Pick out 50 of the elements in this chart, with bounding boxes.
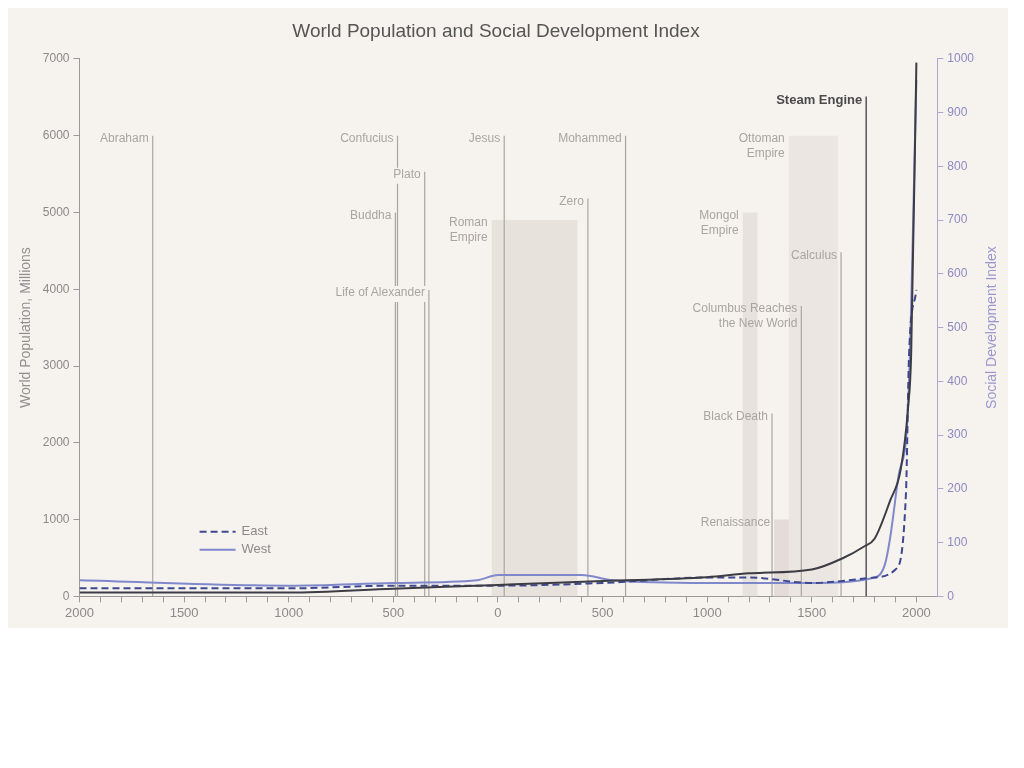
ref-line-label: Plato [393,167,422,182]
y-tick-label: 4000 [42,281,70,296]
x-tick-label: 1000 [692,604,722,620]
band-label: Roman Empire [448,215,488,245]
y-tick-label: 3000 [42,358,70,373]
y-tick-label: 1000 [42,511,70,526]
y-tick-label: 7000 [42,51,70,66]
y2-tick-label: 300 [947,427,968,442]
ref-line-label: Jesus [468,130,501,145]
line-series [79,288,918,590]
ref-line-label: Mohammed [558,130,622,145]
band-label: Renaissance [700,514,771,529]
y2-tick-label: 100 [947,534,968,549]
y-tick-label: 0 [62,588,70,603]
y2-tick-label: 900 [947,104,968,119]
x-tick-label: 500 [591,604,614,620]
y2-tick-label: 700 [947,212,968,227]
y2-tick-label: 400 [947,373,968,388]
ref-line-label: Black Death [703,408,769,423]
x-tick-label: 500 [382,604,405,620]
y2-axis-title: Social Development Index [982,246,999,409]
x-tick-label: 1500 [797,604,827,620]
ref-line-label: Life of Alexander [335,285,425,300]
y2-tick-label: 500 [947,319,968,334]
x-tick-label: 2000 [901,604,931,620]
y-tick-label: 2000 [42,435,70,450]
x-tick-label: 2000 [65,604,94,620]
ref-line-label: Abraham [100,130,149,145]
y2-tick-label: 0 [947,588,955,603]
ref-line-label: Confucius [340,130,394,145]
x-tick-label: 1500 [169,604,199,620]
ref-line-label: Columbus Reaches the New World [692,301,798,331]
ref-line-label: Steam Engine [776,91,863,107]
y-tick-label: 5000 [42,204,70,219]
y-tick-label: 6000 [42,127,70,142]
legend-label: East [241,523,268,539]
ref-line-label: Calculus [791,247,838,262]
x-tick-label: 1000 [274,604,304,620]
y-axis-title: World Population, Millions [17,247,34,409]
y2-tick-label: 200 [947,481,968,496]
y2-tick-label: 600 [947,266,968,281]
ref-line-label: Zero [559,193,585,208]
chart-title: World Population and Social Development Index [292,19,701,41]
ref-line-label: Buddha [350,207,392,222]
x-tick-label: 0 [494,604,502,620]
y2-tick-label: 800 [947,158,968,173]
band-label: Mongol Empire [699,207,740,237]
legend-label: West [241,541,272,557]
y2-tick-label: 1000 [947,51,975,66]
band-label: Ottoman Empire [738,130,786,160]
